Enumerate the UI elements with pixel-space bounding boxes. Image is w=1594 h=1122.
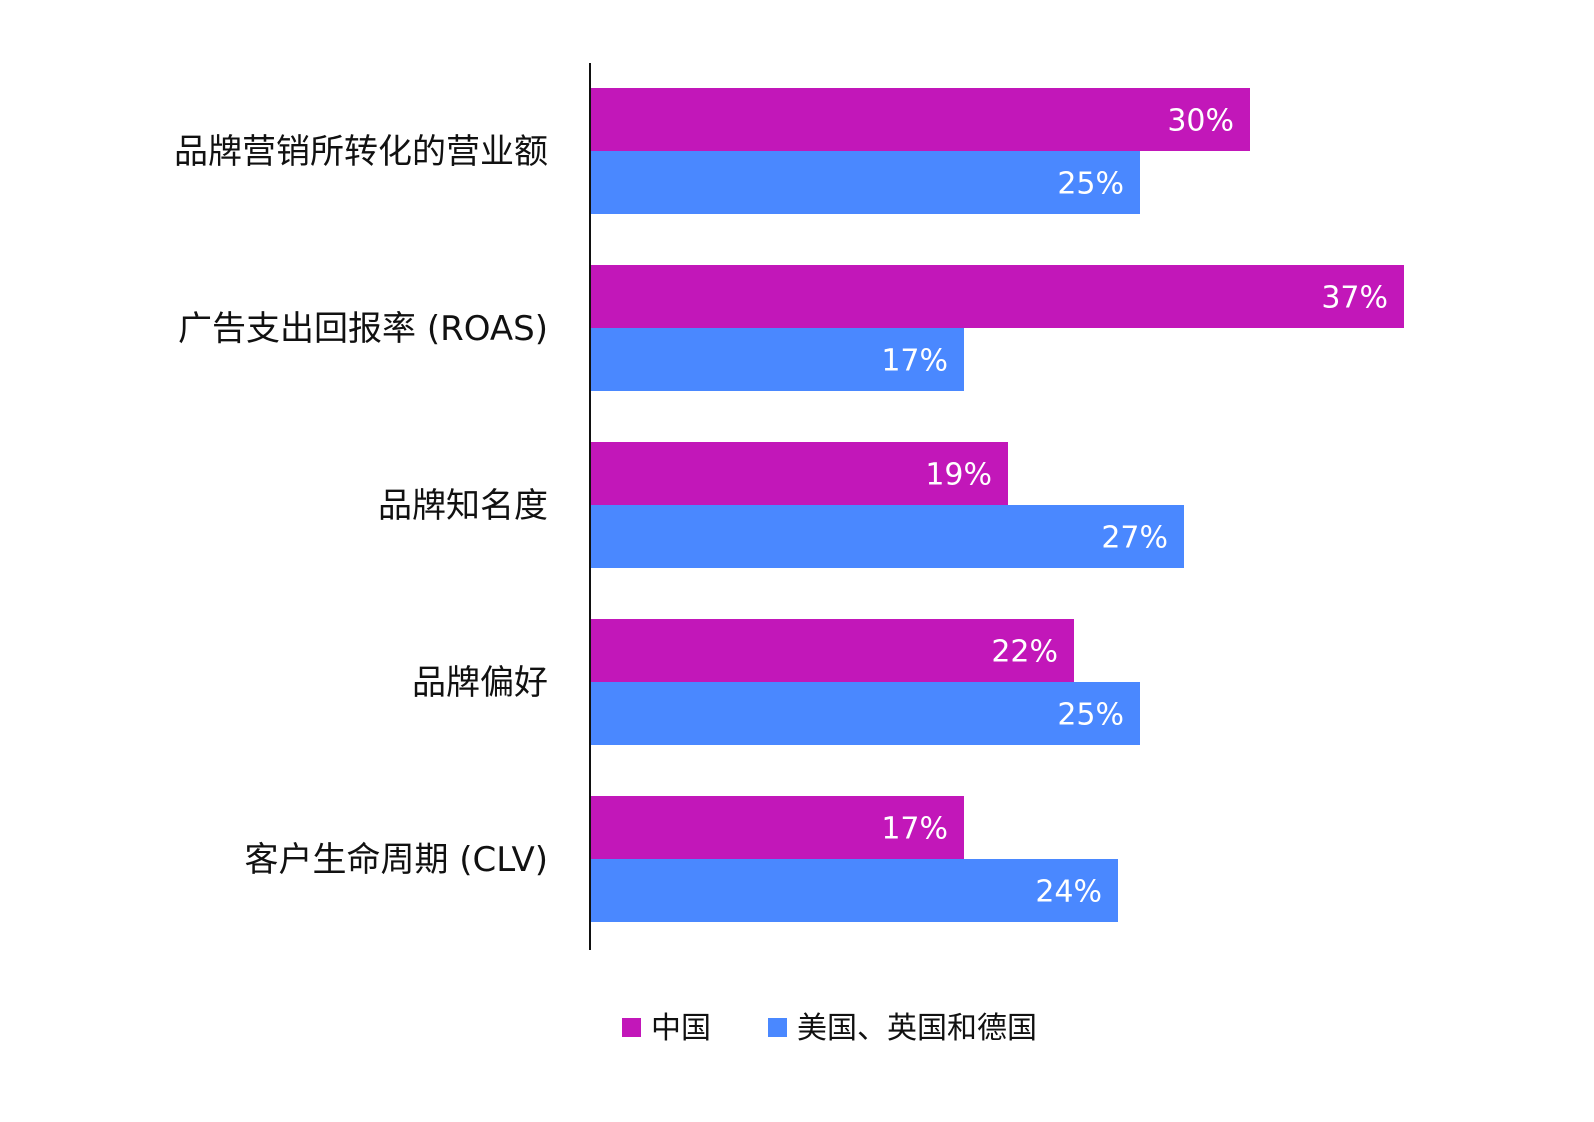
data-label: 27% <box>1101 521 1168 556</box>
data-label: 25% <box>1057 167 1124 202</box>
legend-label-1: 美国、英国和德国 <box>797 1011 1037 1046</box>
legend-swatch-0 <box>622 1018 641 1037</box>
data-label: 30% <box>1167 104 1234 139</box>
bar-us-uk-de-3 <box>590 682 1140 745</box>
data-label: 17% <box>881 812 948 847</box>
bar-china-2 <box>590 442 1008 505</box>
legend-label-0: 中国 <box>651 1011 711 1046</box>
bar-us-uk-de-1 <box>590 328 964 391</box>
category-label: 客户生命周期 (CLV) <box>244 840 548 880</box>
data-label: 17% <box>881 344 948 379</box>
data-label: 25% <box>1057 698 1124 733</box>
data-label: 19% <box>925 458 992 493</box>
category-label: 品牌偏好 <box>412 663 548 703</box>
category-label: 广告支出回报率 (ROAS) <box>178 309 548 349</box>
category-label: 品牌营销所转化的营业额 <box>174 132 548 172</box>
bar-china-1 <box>590 265 1404 328</box>
data-label: 37% <box>1321 281 1388 316</box>
bar-us-uk-de-4 <box>590 859 1118 922</box>
bar-us-uk-de-2 <box>590 505 1184 568</box>
bar-china-4 <box>590 796 964 859</box>
data-label: 24% <box>1035 875 1102 910</box>
data-label: 22% <box>991 635 1058 670</box>
category-label: 品牌知名度 <box>378 486 548 526</box>
bar-china-3 <box>590 619 1074 682</box>
legend-swatch-1 <box>768 1018 787 1037</box>
bar-us-uk-de-0 <box>590 151 1140 214</box>
bar-china-0 <box>590 88 1250 151</box>
